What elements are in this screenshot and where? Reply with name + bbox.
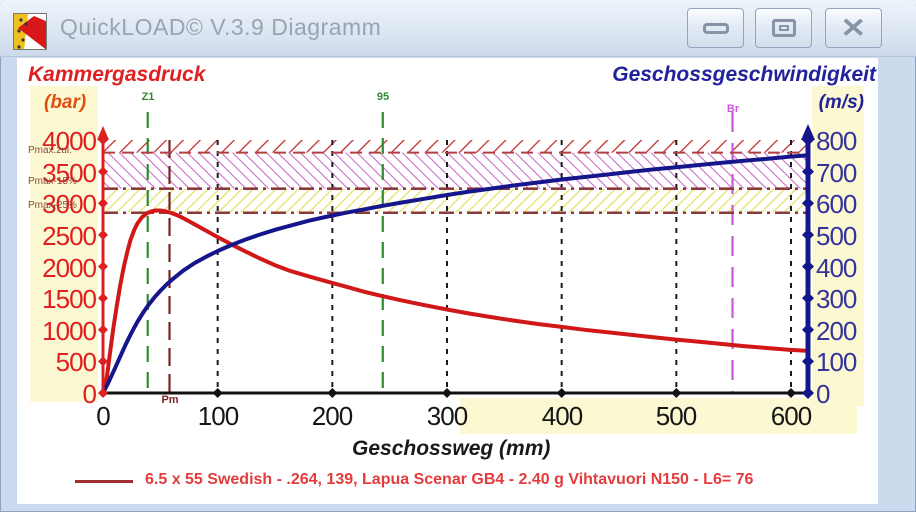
x-axis-tick-500: 500: [655, 401, 697, 431]
left-axis-unit: (bar): [44, 92, 87, 113]
right-axis-title: Geschossgeschwindigkeit: [612, 63, 876, 86]
minimize-icon: [702, 22, 729, 34]
left-axis-highlight: [30, 86, 98, 402]
x-axis-tick-400: 400: [541, 401, 583, 431]
app-icon[interactable]: [13, 13, 47, 50]
marker-label-br: Br: [726, 103, 740, 115]
right-axis-tick-300: 300: [816, 284, 857, 314]
right-axis-tick-400: 400: [816, 253, 857, 283]
right-axis-tick-700: 700: [816, 158, 857, 188]
left-axis-title: Kammergasdruck: [28, 63, 206, 86]
left-axis-tick-3000: 3000: [42, 189, 97, 219]
marker-label-z1: Z1: [141, 91, 155, 103]
right-axis-tick-500: 500: [816, 221, 857, 251]
right-axis-unit: (m/s): [818, 92, 864, 113]
right-axis-tick-800: 800: [816, 126, 857, 156]
x-axis-tick-600: 600: [770, 401, 812, 431]
window-title: QuickLOAD© V.3.9 Diagramm: [60, 14, 382, 40]
right-axis-tick-100: 100: [816, 347, 857, 377]
title-bar[interactable]: QuickLOAD© V.3.9 Diagramm ✕: [0, 0, 916, 57]
left-axis-tick-500: 500: [55, 347, 97, 377]
restore-icon: [771, 19, 796, 37]
pressure-limit-label-pmax-25-: Pmax-25%: [28, 200, 77, 211]
x-axis-tick-0: 0: [96, 401, 110, 431]
x-axis-tick-100: 100: [197, 401, 239, 431]
pressure-limit-label-pmax-zul-: Pmax.zul.: [28, 145, 72, 156]
left-axis-tick-4000: 4000: [42, 126, 97, 156]
x-axis-tick-200: 200: [311, 401, 353, 431]
legend-line-swatch: [75, 480, 133, 483]
legend: 6.5 x 55 Swedish - .264, 139, Lapua Scen…: [72, 468, 872, 498]
right-axis-tick-600: 600: [816, 189, 857, 219]
left-axis-tick-0: 0: [82, 379, 97, 409]
left-axis-tick-3500: 3500: [42, 158, 97, 188]
right-axis-tick-0: 0: [816, 379, 830, 409]
x-axis-tick-300: 300: [426, 401, 468, 431]
left-axis-tick-1500: 1500: [42, 284, 97, 314]
marker-label-95: 95: [376, 91, 390, 103]
legend-load-description: 6.5 x 55 Swedish - .264, 139, Lapua Scen…: [145, 471, 754, 488]
close-button[interactable]: ✕: [825, 8, 882, 48]
x-axis-highlight: [460, 398, 857, 434]
left-axis-tick-1000: 1000: [42, 316, 97, 346]
x-axis-title: Geschossweg (mm): [352, 437, 551, 460]
right-axis-tick-200: 200: [816, 316, 857, 346]
pressure-limit-label-pmax-15-: Pmax-15%: [28, 176, 77, 187]
minimize-button[interactable]: [687, 8, 744, 48]
left-axis-tick-2500: 2500: [42, 221, 97, 251]
marker-label-pm: Pm: [161, 394, 179, 406]
close-icon: ✕: [840, 12, 867, 43]
right-axis-highlight: [812, 86, 864, 406]
restore-button[interactable]: [755, 8, 812, 48]
left-axis-tick-2000: 2000: [42, 253, 97, 283]
